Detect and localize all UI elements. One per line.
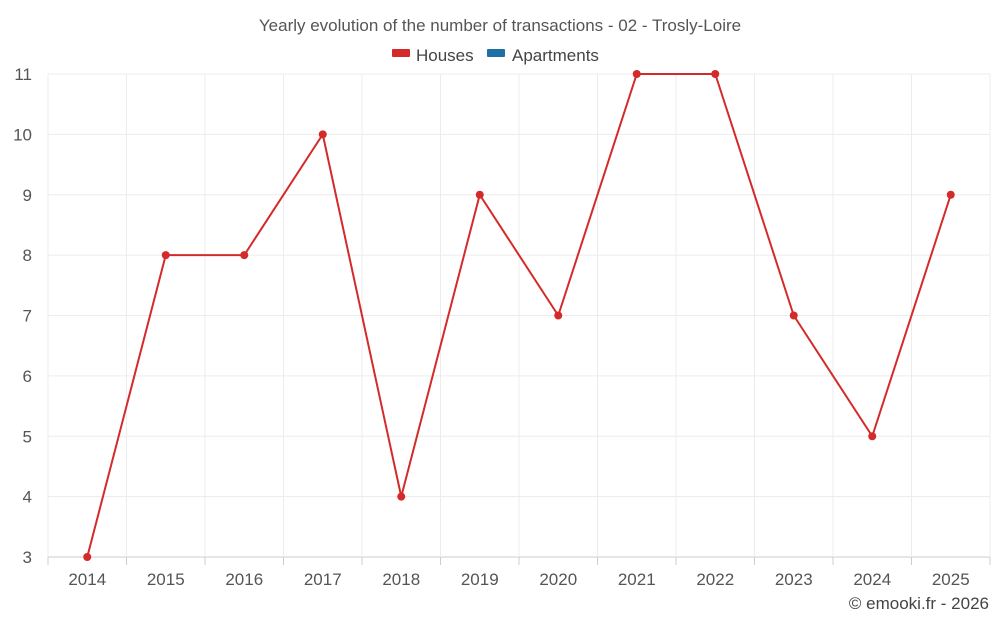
- x-tick-label: 2017: [304, 570, 342, 589]
- legend-label-apartments[interactable]: Apartments: [512, 46, 599, 65]
- legend: Houses Apartments: [392, 46, 599, 65]
- data-point[interactable]: [789, 311, 798, 320]
- y-tick-label: 9: [23, 186, 32, 205]
- x-tick-label: 2019: [461, 570, 499, 589]
- x-axis: 2014 2015 2016 2017 2018 2019 2020 2021 2022 2023…: [47, 557, 991, 589]
- y-tick-label: 7: [23, 307, 32, 326]
- legend-swatch-houses[interactable]: [392, 49, 410, 57]
- y-tick-label: 4: [23, 488, 32, 507]
- legend-label-houses[interactable]: Houses: [416, 46, 474, 65]
- y-tick-label: 6: [23, 367, 32, 386]
- x-tick-label: 2016: [225, 570, 263, 589]
- data-point[interactable]: [318, 130, 327, 139]
- x-tick-label: 2023: [775, 570, 813, 589]
- data-point[interactable]: [83, 553, 92, 561]
- x-tick-label: 2018: [382, 570, 420, 589]
- chart-title: Yearly evolution of the number of transa…: [259, 16, 741, 35]
- data-point[interactable]: [632, 70, 641, 78]
- plot-area: [83, 70, 955, 561]
- data-point[interactable]: [946, 190, 955, 199]
- x-tick-label: 2020: [539, 570, 577, 589]
- x-tick-label: 2021: [618, 570, 656, 589]
- y-tick-label: 5: [23, 427, 32, 446]
- x-tick-label: 2022: [696, 570, 734, 589]
- data-point[interactable]: [240, 251, 249, 260]
- y-tick-label: 8: [23, 246, 32, 265]
- data-point[interactable]: [475, 190, 484, 199]
- series-line-houses: [86, 73, 952, 558]
- y-axis: 3 4 5 6 7 8 9 10 11: [13, 65, 32, 567]
- data-point[interactable]: [397, 492, 406, 501]
- credit-text: © emooki.fr - 2026: [849, 594, 989, 613]
- data-point[interactable]: [554, 311, 563, 320]
- x-tick-label: 2014: [68, 570, 106, 589]
- legend-swatch-apartments[interactable]: [487, 49, 505, 57]
- y-tick-label: 10: [13, 125, 32, 144]
- y-tick-label: 11: [14, 65, 32, 84]
- grid: [47, 73, 991, 558]
- x-tick-label: 2024: [853, 570, 891, 589]
- x-tick-label: 2025: [932, 570, 970, 589]
- data-point[interactable]: [868, 432, 877, 441]
- data-point[interactable]: [711, 70, 720, 78]
- x-tick-label: 2015: [147, 570, 185, 589]
- data-point[interactable]: [161, 251, 170, 260]
- y-tick-label: 3: [23, 548, 32, 567]
